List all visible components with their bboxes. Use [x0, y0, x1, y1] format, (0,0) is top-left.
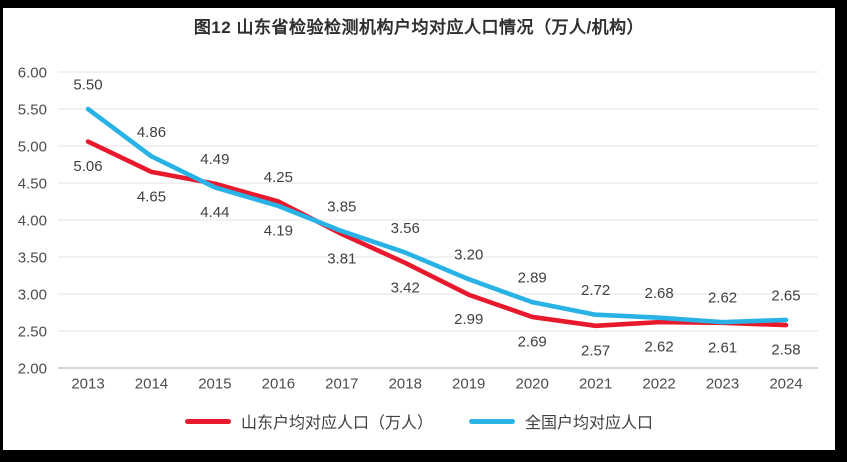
legend-label-national: 全国户均对应人口 [525, 415, 654, 432]
y-tick-label: 4.00 [18, 213, 47, 230]
data-label-shandong-2020: 2.69 [518, 333, 547, 350]
chart-panel: 图12 山东省检验检测机构户均对应人口情况（万人/机构） 6.00 5.50 5.0… [3, 8, 835, 450]
data-label-national-2024: 2.65 [771, 287, 800, 304]
data-label-national-2013: 5.50 [73, 77, 102, 94]
data-label-shandong-2023: 2.61 [708, 339, 737, 356]
x-tick-label: 2013 [71, 376, 104, 393]
data-label-national-2020: 2.89 [518, 270, 547, 287]
legend-swatch-national-line [469, 418, 515, 424]
chart-legend: 山东户均对应人口（万人） 全国户均对应人口 [3, 409, 835, 433]
series-line-shandong [85, 139, 789, 329]
x-tick-label: 2018 [389, 376, 422, 393]
data-label-national-2018: 3.56 [391, 220, 420, 237]
data-label-shandong-2021: 2.57 [581, 342, 610, 359]
series-line-national [85, 106, 789, 325]
legend-label-shandong: 山东户均对应人口（万人） [240, 415, 433, 432]
line-chart: 6.00 5.50 5.00 4.50 4.00 3.50 3.00 2.50 2.00 2013… [18, 65, 818, 393]
data-label-shandong-2019: 2.99 [454, 311, 483, 328]
x-tick-label: 2014 [135, 376, 168, 393]
data-label-national-2023: 2.62 [708, 290, 737, 307]
data-label-shandong-2016: 4.25 [264, 169, 293, 186]
x-tick-label: 2021 [579, 376, 612, 393]
y-tick-label: 5.50 [18, 102, 47, 119]
chart-title: 图12 山东省检验检测机构户均对应人口情况（万人/机构） [193, 18, 645, 37]
y-tick-label: 3.00 [18, 287, 47, 304]
data-label-shandong-2024: 2.58 [771, 342, 800, 359]
data-label-national-2014: 4.86 [137, 124, 166, 141]
data-label-shandong-2018: 3.42 [391, 279, 420, 296]
legend-item-shandong: 山东户均对应人口（万人） [184, 409, 433, 433]
x-tick-label: 2015 [198, 376, 231, 393]
y-tick-label: 3.50 [18, 250, 47, 267]
x-tick-label: 2017 [325, 376, 358, 393]
data-label-shandong-2014: 4.65 [137, 188, 166, 205]
y-tick-label: 4.50 [18, 176, 47, 193]
y-tick-label: 2.00 [18, 361, 47, 378]
y-tick-label: 5.00 [18, 139, 47, 156]
data-label-shandong-2015: 4.49 [200, 151, 229, 168]
data-label-shandong-2013: 5.06 [73, 158, 102, 175]
legend-swatch-shandong-line [184, 418, 231, 424]
data-label-national-2016: 4.19 [264, 222, 293, 239]
y-tick-label: 6.00 [18, 65, 47, 82]
x-tick-label: 2024 [769, 376, 802, 393]
data-label-national-2022: 2.68 [644, 285, 673, 302]
x-tick-label: 2019 [452, 376, 485, 393]
data-label-national-2017: 3.85 [327, 199, 356, 216]
x-tick-label: 2022 [642, 376, 675, 393]
x-tick-label: 2020 [515, 376, 548, 393]
data-label-shandong-2017: 3.81 [327, 251, 356, 268]
legend-item-national: 全国户均对应人口 [469, 409, 653, 433]
x-tick-label: 2023 [706, 376, 739, 393]
y-tick-label: 2.50 [18, 324, 47, 341]
data-label-national-2021: 2.72 [581, 282, 610, 299]
data-label-national-2015: 4.44 [200, 204, 229, 221]
data-label-shandong-2022: 2.62 [644, 339, 673, 356]
x-tick-label: 2016 [262, 376, 295, 393]
data-label-national-2019: 3.20 [454, 247, 483, 264]
